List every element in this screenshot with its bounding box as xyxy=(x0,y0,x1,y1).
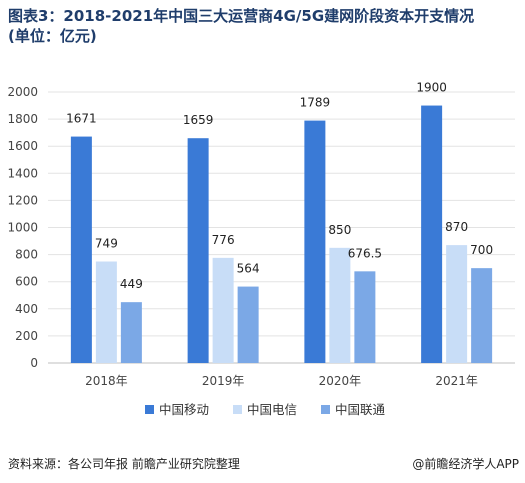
title-line-2: (单位：亿元) xyxy=(8,27,97,45)
y-axis-ticks: 0 200 400 600 800 1000 1200 1400 1600 1800 2000 xyxy=(7,85,38,370)
x-category-label: 2019年 xyxy=(202,374,245,388)
legend-swatch xyxy=(145,405,154,414)
bar xyxy=(120,302,142,363)
legend-label: 中国移动 xyxy=(159,402,209,417)
data-label: 676.5 xyxy=(348,246,382,260)
x-category-label: 2020年 xyxy=(319,374,362,388)
bar xyxy=(187,138,209,363)
data-label: 1900 xyxy=(416,81,447,95)
legend-swatch xyxy=(321,405,330,414)
data-label: 1671 xyxy=(66,112,97,126)
source-note: 资料来源：各公司年报 前瞻产业研究院整理 xyxy=(8,457,240,471)
y-tick-label: 200 xyxy=(15,329,38,343)
bar xyxy=(212,257,234,363)
x-axis-categories: 2018年 2019年 2020年 2021年 xyxy=(85,374,478,388)
data-label: 749 xyxy=(95,237,118,251)
data-label: 700 xyxy=(470,243,493,257)
data-label: 1659 xyxy=(183,113,214,127)
bar xyxy=(471,268,493,363)
y-tick-label: 1800 xyxy=(7,112,38,126)
y-tick-label: 1400 xyxy=(7,166,38,180)
data-label: 776 xyxy=(212,233,235,247)
y-tick-label: 600 xyxy=(15,275,38,289)
data-labels: 1671 749 449 1659 776 564 1789 850 676.5 1900 8707… xyxy=(66,81,493,292)
y-tick-label: 400 xyxy=(15,302,38,316)
legend-label: 中国电信 xyxy=(247,402,297,417)
bar xyxy=(237,286,259,363)
y-tick-label: 1600 xyxy=(7,139,38,153)
legend-label: 中国联通 xyxy=(335,402,386,417)
bar xyxy=(95,261,117,363)
data-label: 564 xyxy=(237,262,260,276)
brand-credit: @前瞻经济学人APP xyxy=(412,457,519,471)
bars xyxy=(70,105,493,364)
y-tick-label: 2000 xyxy=(7,85,38,99)
data-label: 850 xyxy=(328,223,351,237)
x-category-label: 2021年 xyxy=(435,374,478,388)
bar xyxy=(354,271,376,363)
x-category-label: 2018年 xyxy=(85,374,128,388)
y-tick-label: 800 xyxy=(15,248,38,262)
chart-title: 图表3：2018-2021年中国三大运营商4G/5G建网阶段资本开支情况 (单位… xyxy=(8,6,518,46)
bar xyxy=(70,136,92,363)
y-tick-label: 1000 xyxy=(7,221,38,235)
y-tick-label: 1200 xyxy=(7,193,38,207)
bar xyxy=(304,120,326,363)
data-label: 449 xyxy=(120,277,143,291)
legend-swatch xyxy=(233,405,242,414)
bar xyxy=(446,245,468,363)
bar xyxy=(421,105,443,364)
bar xyxy=(329,247,351,363)
title-line-1: 图表3：2018-2021年中国三大运营商4G/5G建网阶段资本开支情况 xyxy=(8,7,475,25)
data-label: 1789 xyxy=(300,96,331,110)
legend: 中国移动 中国电信 中国联通 xyxy=(145,402,386,417)
y-tick-label: 0 xyxy=(30,356,38,370)
data-label: 870 xyxy=(445,220,468,234)
